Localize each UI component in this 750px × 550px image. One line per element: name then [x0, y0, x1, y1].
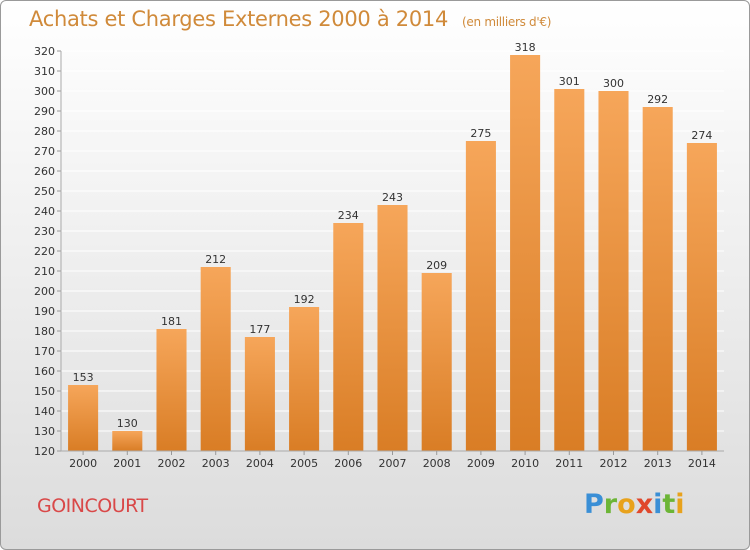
x-tick-label: 2012 — [600, 457, 628, 470]
y-tick-label: 220 — [34, 245, 55, 258]
y-tick-label: 320 — [34, 45, 55, 58]
bar[interactable] — [510, 55, 541, 451]
logo-letter: P — [584, 489, 604, 520]
logo-letter: o — [617, 489, 636, 520]
x-tick-label: 2003 — [202, 457, 230, 470]
x-tick-label: 2002 — [158, 457, 186, 470]
bar-value-label: 300 — [603, 77, 624, 90]
proxiti-logo[interactable]: Proxiti — [584, 489, 685, 520]
chart-title: Achats et Charges Externes 2000 à 2014 (e… — [29, 7, 552, 31]
x-tick-label: 2001 — [113, 457, 141, 470]
bar[interactable] — [68, 385, 99, 451]
x-tick-label: 2005 — [290, 457, 318, 470]
x-tick-label: 2014 — [688, 457, 716, 470]
bar[interactable] — [421, 273, 452, 451]
logo-letter: i — [675, 489, 685, 520]
y-tick-label: 210 — [34, 265, 55, 278]
x-tick-label: 2009 — [467, 457, 495, 470]
logo-letter: t — [662, 489, 676, 520]
x-tick-label: 2008 — [423, 457, 451, 470]
bar-value-label: 274 — [691, 129, 712, 142]
logo-letter: r — [603, 489, 618, 520]
bar-value-label: 275 — [470, 127, 491, 140]
x-tick-label: 2010 — [511, 457, 539, 470]
y-tick-label: 290 — [34, 105, 55, 118]
bar[interactable] — [465, 141, 496, 451]
y-tick-label: 140 — [34, 405, 55, 418]
bar-value-label: 192 — [294, 293, 315, 306]
bar[interactable] — [333, 223, 364, 451]
bar[interactable] — [686, 143, 717, 451]
bar-value-label: 318 — [515, 41, 536, 54]
x-tick-label: 2007 — [379, 457, 407, 470]
bar[interactable] — [554, 89, 585, 451]
y-tick-label: 230 — [34, 225, 55, 238]
y-tick-label: 130 — [34, 425, 55, 438]
bar-value-label: 212 — [205, 253, 226, 266]
bar[interactable] — [156, 329, 187, 451]
bar[interactable] — [112, 431, 143, 451]
bar[interactable] — [377, 205, 408, 451]
x-axis: 2000 2001 2002 2003 2004 2005 2006 2007 2008 2009… — [61, 450, 724, 470]
x-tick-label: 2011 — [555, 457, 583, 470]
y-tick-label: 270 — [34, 145, 55, 158]
bar[interactable] — [289, 307, 320, 451]
bar[interactable] — [598, 91, 629, 451]
y-tick-label: 160 — [34, 365, 55, 378]
bar[interactable] — [244, 337, 275, 451]
bar-value-label: 209 — [426, 259, 447, 272]
y-tick-label: 310 — [34, 65, 55, 78]
bar-value-label: 292 — [647, 93, 668, 106]
bar-value-label: 234 — [338, 209, 359, 222]
y-tick-label: 260 — [34, 165, 55, 178]
bars: 153 130 181 212 177 192 234 243 209 275 318 301 300 2… — [68, 41, 717, 451]
bar-value-label: 181 — [161, 315, 182, 328]
y-tick-label: 150 — [34, 385, 55, 398]
bar-value-label: 177 — [249, 323, 270, 336]
x-tick-label: 2006 — [334, 457, 362, 470]
x-tick-label: 2013 — [644, 457, 672, 470]
bar[interactable] — [200, 267, 231, 451]
y-tick-label: 180 — [34, 325, 55, 338]
city-name: GOINCOURT — [37, 495, 148, 517]
y-axis: 120 130 140 150 160 170 180 190 200 210 220 230 240 2… — [34, 45, 62, 458]
bar[interactable] — [642, 107, 673, 451]
y-tick-label: 200 — [34, 285, 55, 298]
unit-label: (en milliers d'€) — [462, 15, 552, 29]
bar-value-label: 130 — [117, 417, 138, 430]
x-tick-label: 2004 — [246, 457, 274, 470]
y-tick-label: 300 — [34, 85, 55, 98]
y-tick-label: 240 — [34, 205, 55, 218]
y-tick-label: 190 — [34, 305, 55, 318]
y-tick-label: 170 — [34, 345, 55, 358]
y-tick-label: 250 — [34, 185, 55, 198]
bar-value-label: 301 — [559, 75, 580, 88]
logo-letter: i — [653, 489, 663, 520]
logo-letter: x — [635, 489, 654, 520]
y-tick-label: 280 — [34, 125, 55, 138]
bar-value-label: 153 — [73, 371, 94, 384]
y-tick-label: 120 — [34, 445, 55, 458]
bar-value-label: 243 — [382, 191, 403, 204]
x-tick-label: 2000 — [69, 457, 97, 470]
